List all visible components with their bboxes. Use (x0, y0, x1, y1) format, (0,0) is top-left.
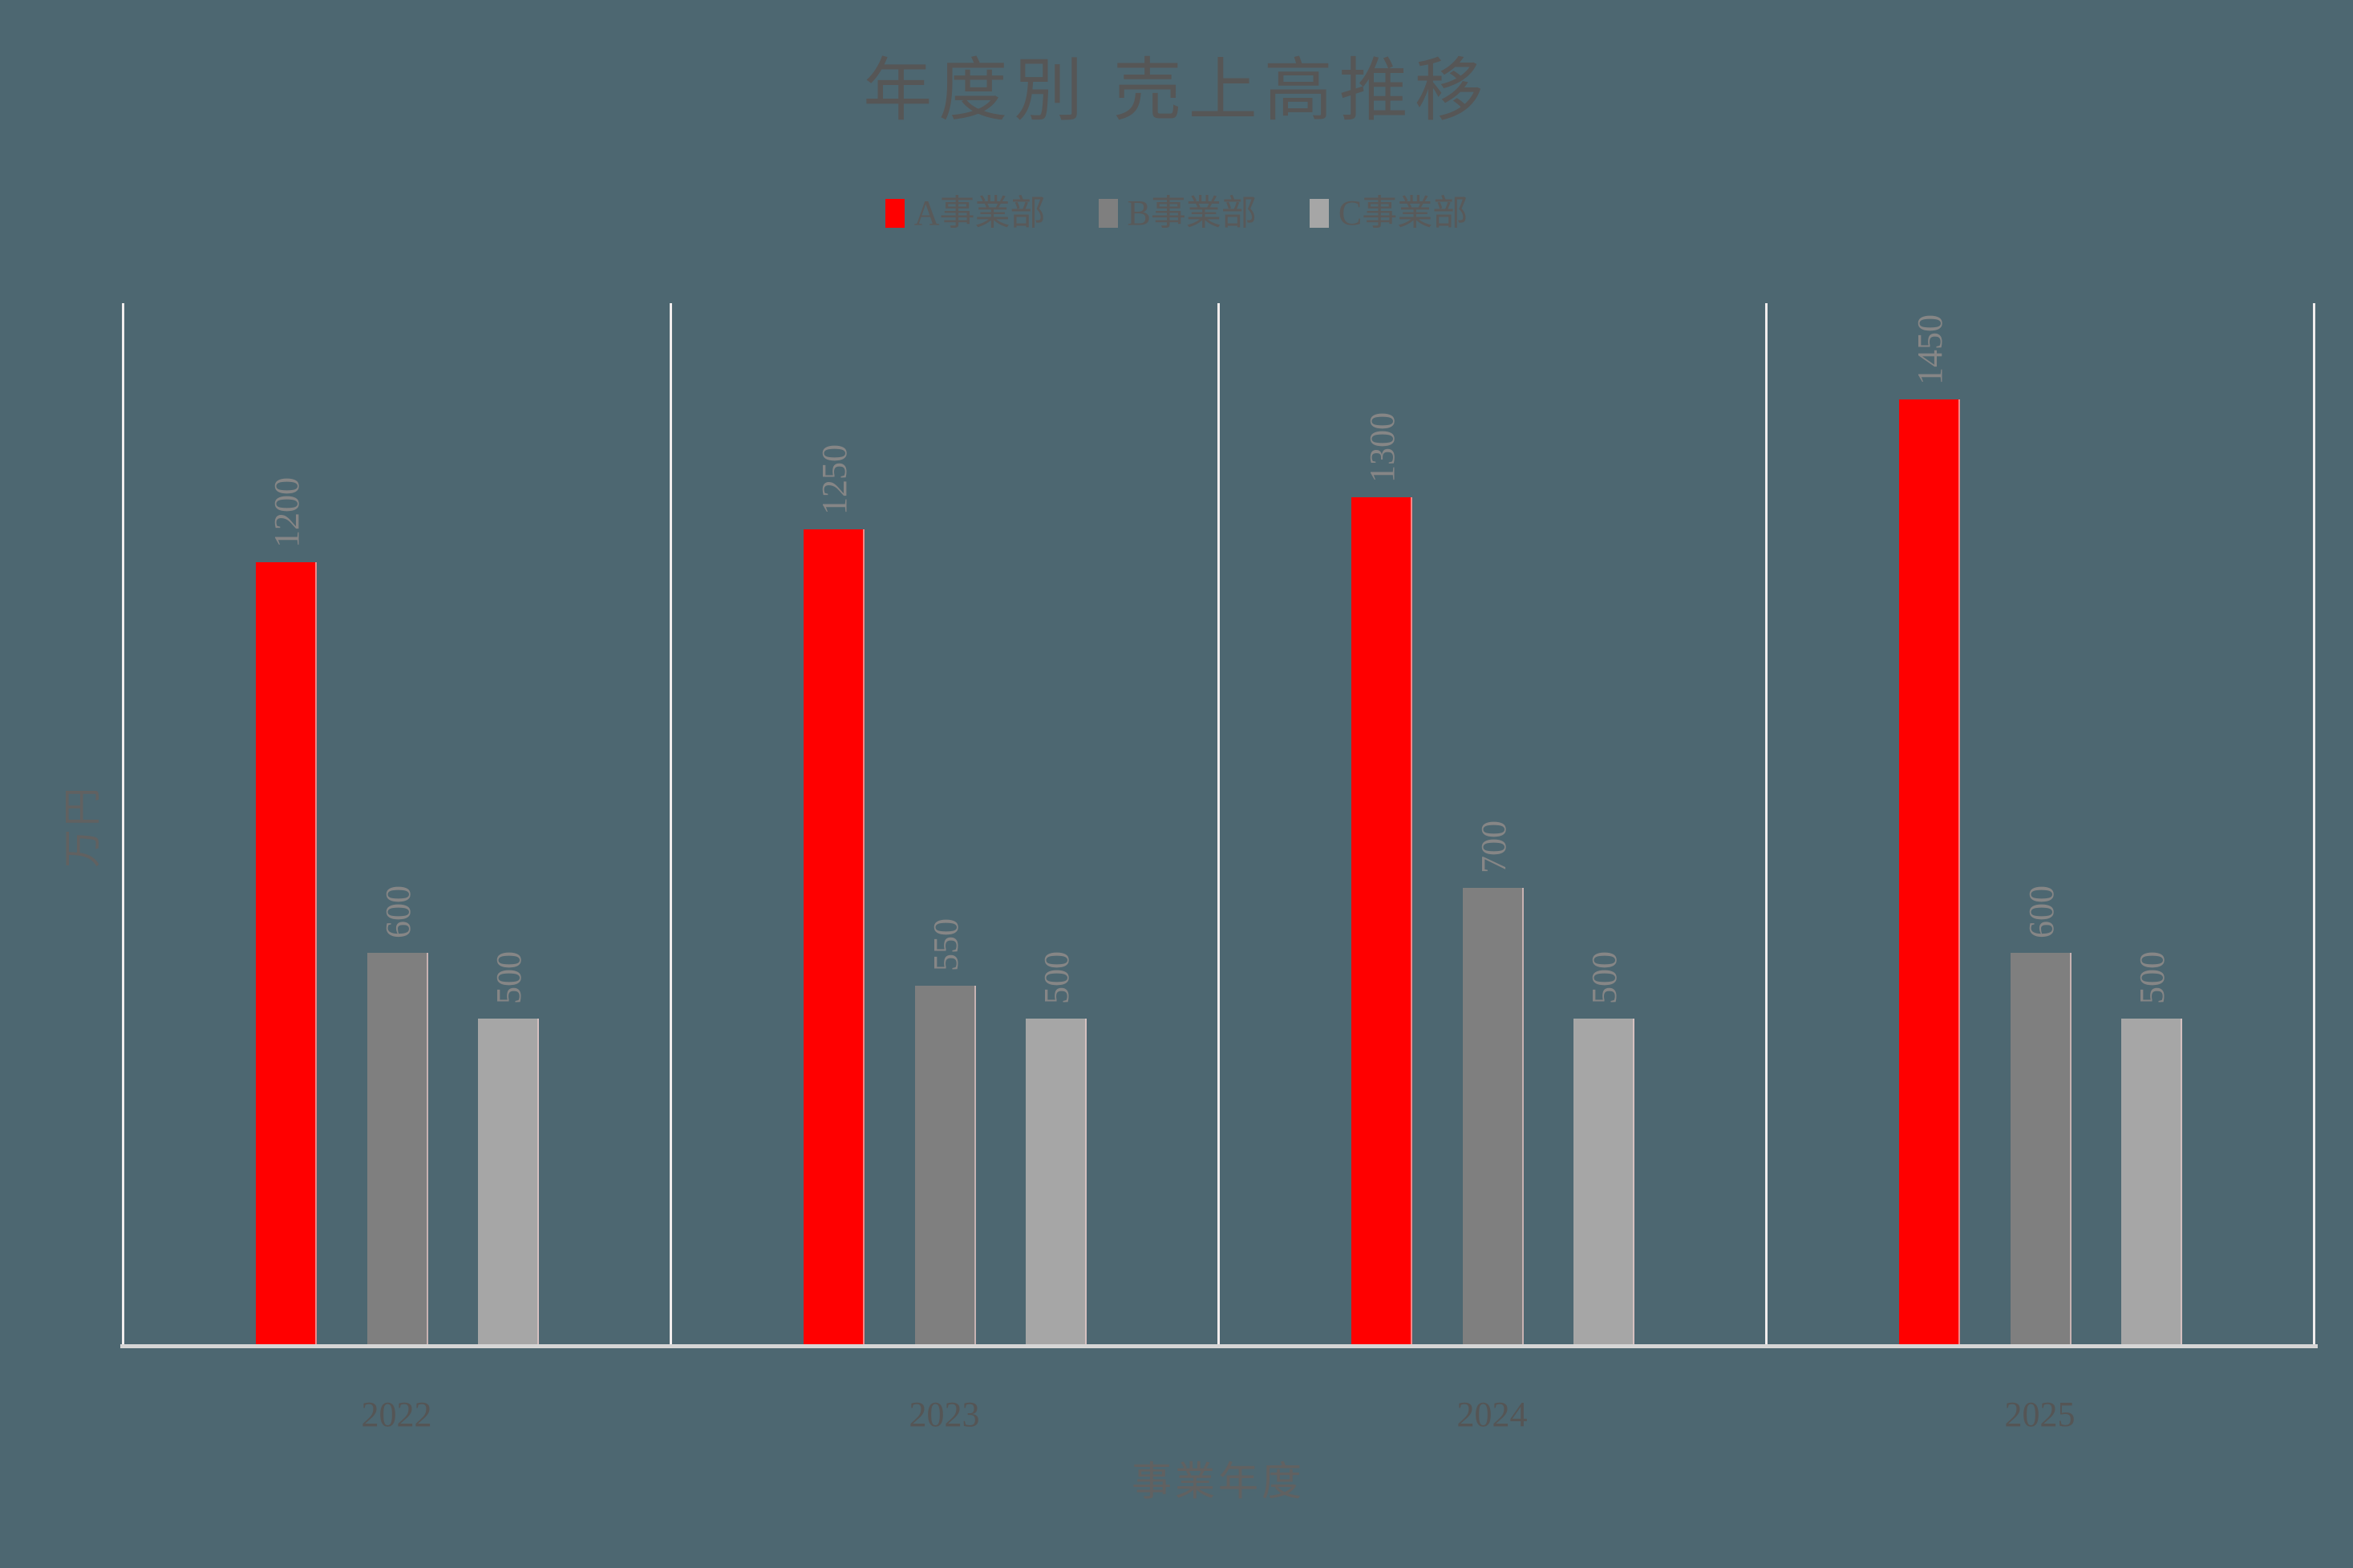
bar-value-label: 500 (1585, 951, 1624, 1004)
legend-swatch-icon (885, 199, 905, 228)
legend-item-C事業部: C事業部 (1309, 193, 1468, 233)
y-axis-title: 万円 (62, 784, 104, 868)
legend-label: A事業部 (913, 193, 1046, 233)
bar-A事業部-2023 (804, 529, 865, 1344)
bar-value-label: 550 (925, 918, 966, 971)
bar-value-label: 500 (1037, 951, 1076, 1004)
panel-separator-line (1764, 303, 1768, 1344)
bar-C事業部-2023 (1026, 1019, 1087, 1344)
x-tick-label-2024: 2024 (1456, 1395, 1528, 1434)
x-axis-title: 事業年度 (1132, 1459, 1305, 1504)
legend: A事業部 B事業部 C事業部 (0, 196, 2353, 231)
legend-swatch-icon (1098, 199, 1118, 228)
bar-value-label: 700 (1473, 820, 1513, 873)
legend-label: C事業部 (1338, 193, 1468, 233)
bar-value-label: 1250 (815, 444, 854, 515)
bar-B事業部-2025 (2010, 953, 2072, 1344)
bar-A事業部-2022 (256, 562, 317, 1344)
x-tick-label-2023: 2023 (909, 1395, 980, 1434)
bar-value-label: 500 (2132, 951, 2172, 1004)
y-axis-line (121, 303, 124, 1344)
bar-value-label: 1450 (1910, 314, 1950, 385)
legend-label: B事業部 (1127, 193, 1257, 233)
bar-A事業部-2024 (1351, 497, 1412, 1344)
legend-item-A事業部: A事業部 (885, 196, 1046, 231)
x-tick-label-2022: 2022 (361, 1395, 432, 1434)
bar-B事業部-2024 (1462, 888, 1524, 1344)
bar-C事業部-2025 (2121, 1019, 2182, 1344)
bar-value-label: 600 (378, 885, 418, 938)
legend-swatch-icon (1309, 199, 1329, 228)
bar-C事業部-2022 (478, 1019, 539, 1344)
panel-separator-line (2312, 303, 2315, 1344)
bar-value-label: 1300 (1363, 412, 1402, 483)
bar-value-label: 500 (489, 951, 529, 1004)
bar-value-label: 600 (2021, 885, 2061, 938)
panel-separator-line (1217, 303, 1220, 1344)
bar-B事業部-2022 (367, 953, 428, 1344)
x-axis-line (120, 1344, 2318, 1348)
panel-separator-line (669, 303, 672, 1344)
legend-item-B事業部: B事業部 (1098, 193, 1257, 233)
x-tick-label-2025: 2025 (2004, 1395, 2076, 1434)
chart-title: 年度別 売上高推移 (863, 52, 1490, 129)
bar-C事業部-2024 (1573, 1019, 1634, 1344)
bar-B事業部-2023 (914, 986, 976, 1344)
bar-value-label: 1200 (267, 477, 306, 548)
bar-A事業部-2025 (1899, 399, 1960, 1344)
